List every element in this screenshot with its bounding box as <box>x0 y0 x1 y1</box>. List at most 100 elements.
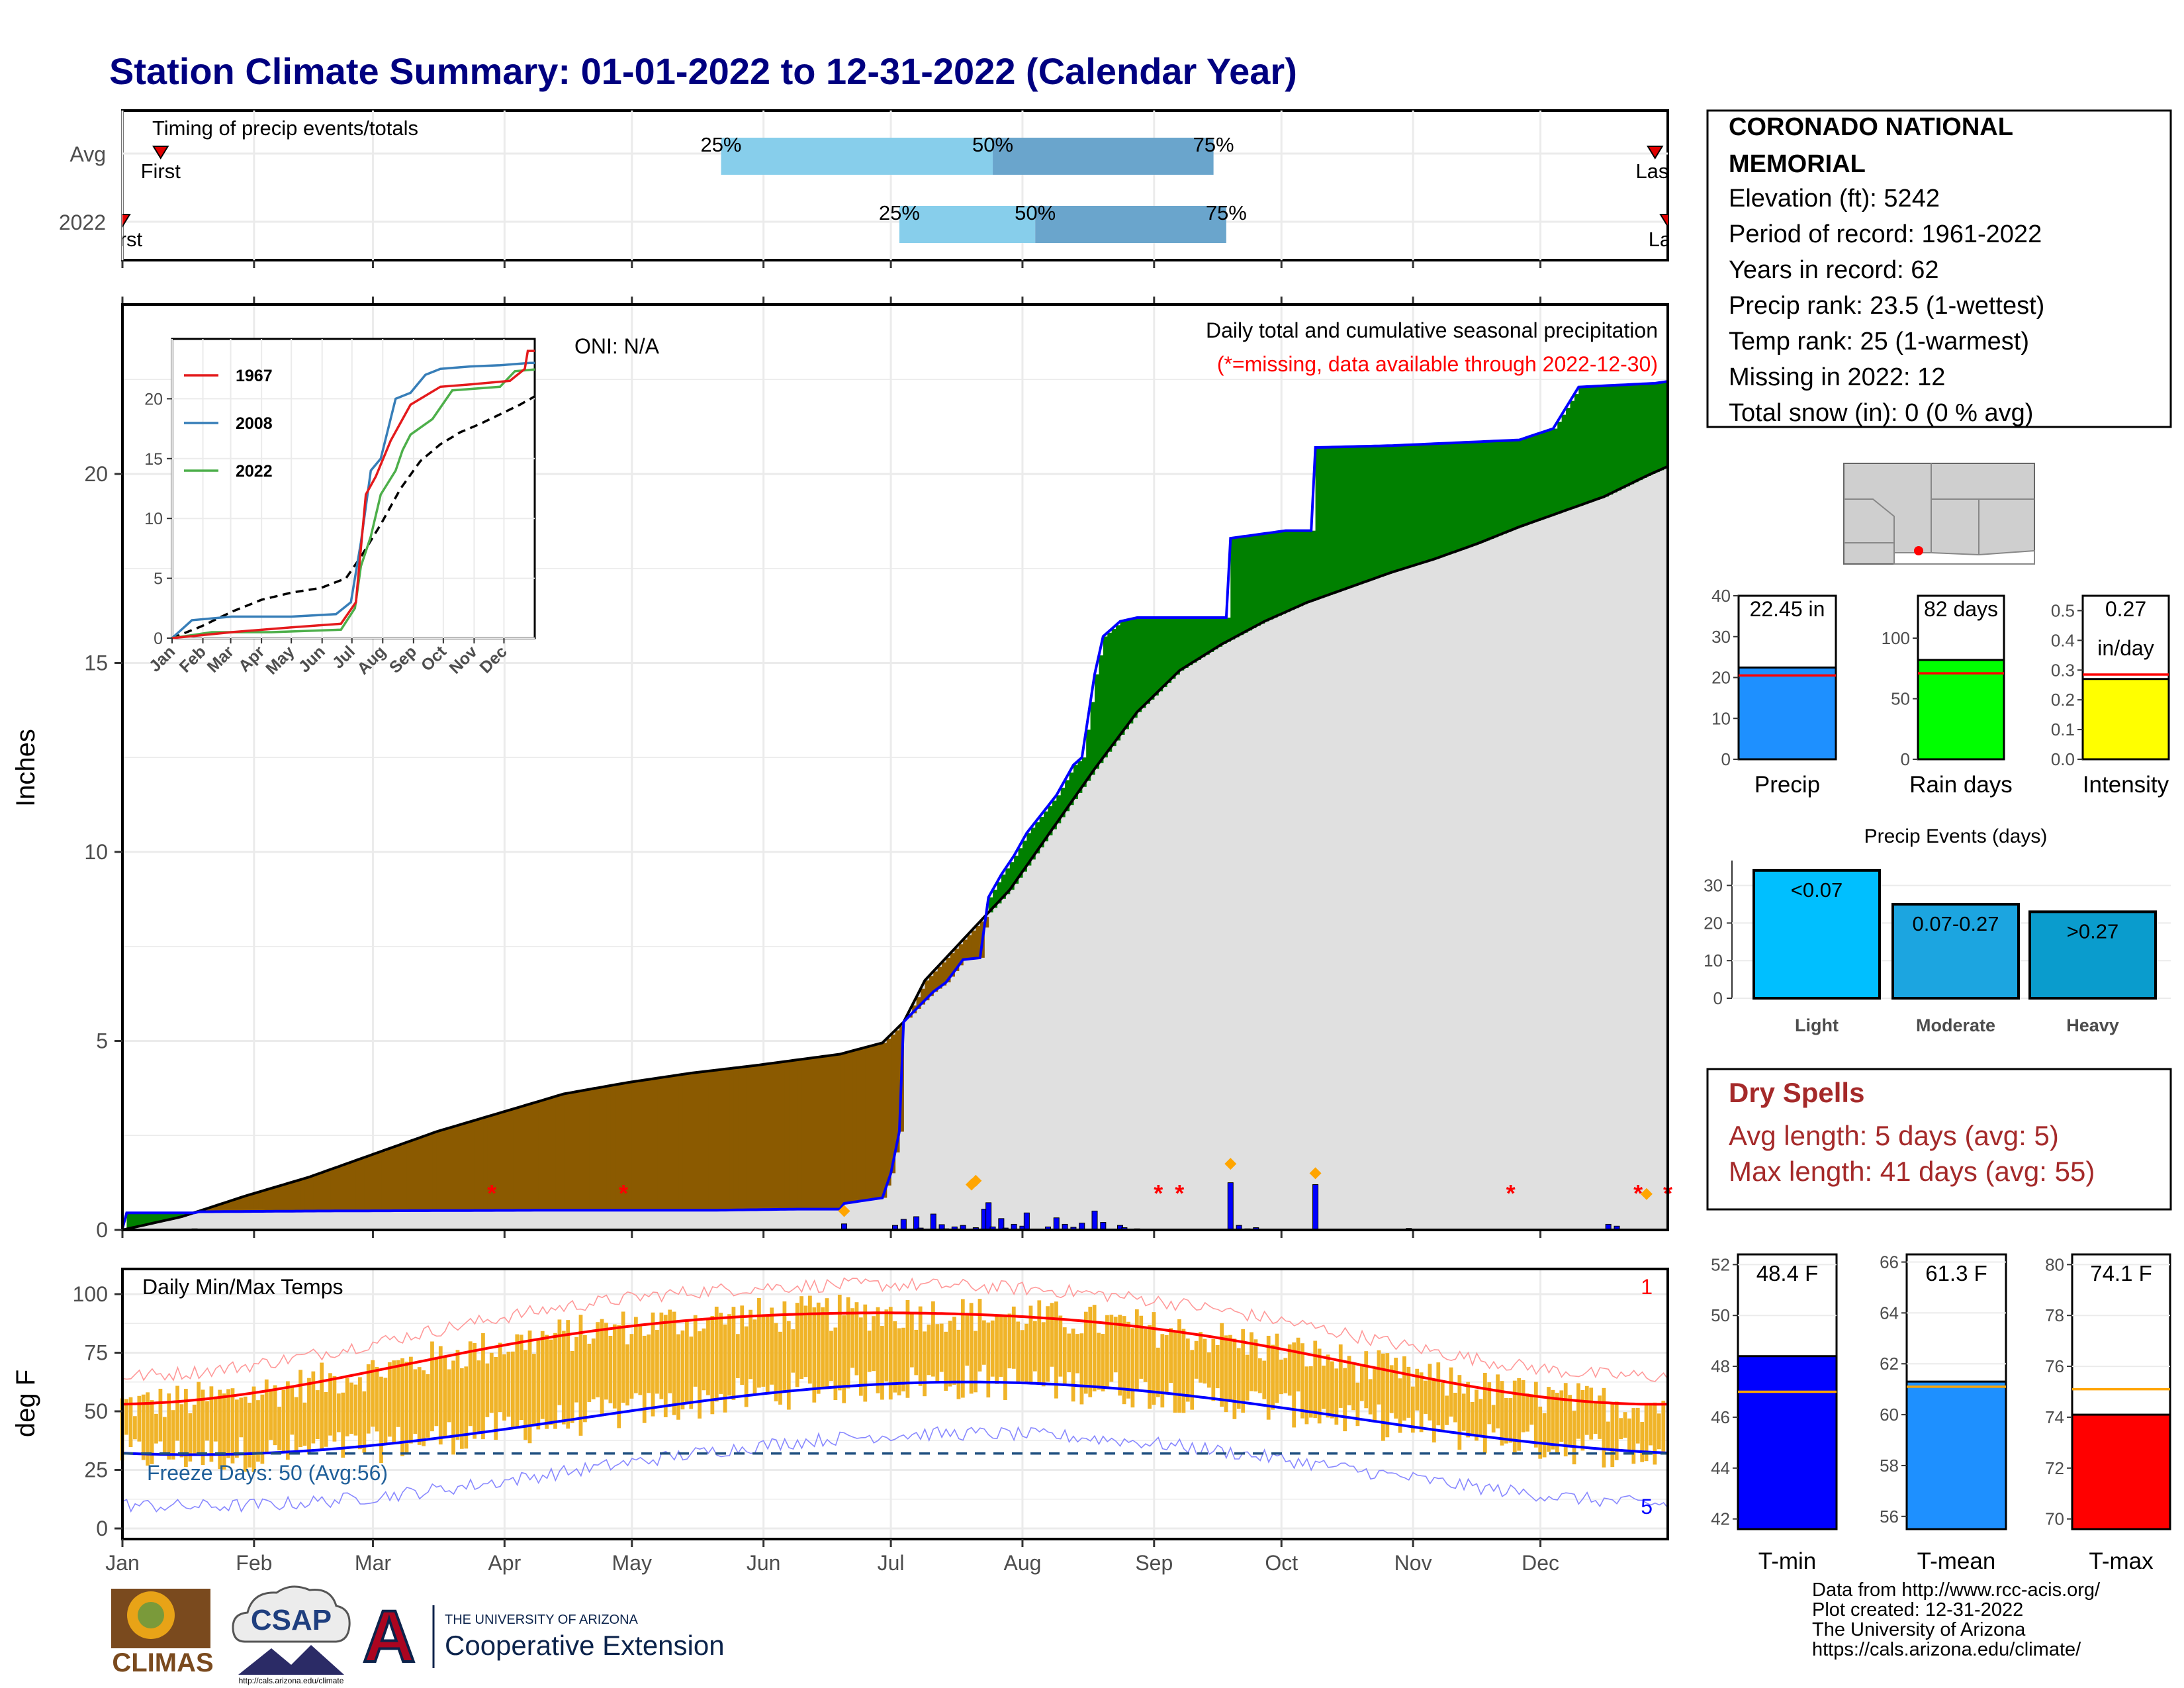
deficit-strip <box>963 939 968 960</box>
summary-bar-tick-label: 0.5 <box>2051 600 2075 620</box>
surplus-strip <box>1081 757 1087 787</box>
timing-bar-q50-q75-2022 <box>1035 206 1226 243</box>
daily-temp-bar <box>1635 1407 1640 1444</box>
deficit-strip <box>572 1092 577 1211</box>
surplus-strip <box>1434 444 1439 559</box>
inset-y-tick-label: 0 <box>154 630 163 648</box>
precip-diamond-marker <box>1309 1167 1322 1180</box>
deficit-strip <box>895 1030 900 1152</box>
precip-y-tick-label: 0 <box>96 1218 108 1242</box>
month-tick-label: Jun <box>747 1551 781 1575</box>
daily-temp-bar <box>264 1379 269 1454</box>
deficit-strip <box>521 1106 527 1211</box>
surplus-strip <box>1477 442 1482 544</box>
deficit-strip <box>598 1088 603 1211</box>
summary-bar-value-label: 0.27 <box>2105 597 2146 621</box>
temp-summary-tick-label: 48 <box>1711 1356 1730 1376</box>
summary-bar-value-label: 22.45 in <box>1750 597 1825 621</box>
daily-temp-bar <box>698 1331 702 1419</box>
freeze-days-label: Freeze Days: 50 (Avg:56) <box>147 1461 388 1485</box>
daily-temp-bar <box>1304 1366 1309 1425</box>
daily-temp-bar <box>974 1331 978 1393</box>
daily-temp-bar <box>1203 1338 1207 1383</box>
daily-temp-bar <box>311 1371 316 1444</box>
timing-last-label-avg: Last <box>1635 160 1674 183</box>
deficit-strip <box>398 1145 403 1211</box>
event-bar-light <box>1752 868 1881 1000</box>
daily-temp-bar <box>235 1399 239 1458</box>
daily-temp-bar <box>230 1388 235 1464</box>
daily-temp-bar <box>124 1399 128 1435</box>
daily-temp-bar <box>872 1316 876 1372</box>
daily-temp-bar <box>1373 1369 1377 1423</box>
daily-temp-bar <box>447 1369 451 1423</box>
station-period: Period of record: 1961-2022 <box>1729 220 2042 248</box>
timing-first-label-2022: First <box>103 228 143 251</box>
month-tick-label: Mar <box>355 1551 391 1575</box>
daily-temp-bar <box>935 1324 940 1383</box>
deficit-strip <box>500 1112 505 1211</box>
daily-temp-bar <box>400 1358 404 1456</box>
deficit-strip <box>343 1164 348 1211</box>
daily-temp-bar <box>672 1311 676 1415</box>
surplus-strip <box>1549 430 1554 516</box>
surplus-strip <box>1073 765 1078 800</box>
inset-legend-label: 1967 <box>236 367 273 385</box>
surplus-strip <box>1128 619 1134 724</box>
daily-temp-bar <box>1445 1395 1449 1425</box>
daily-temp-bar <box>965 1313 970 1366</box>
surplus-strip <box>1052 800 1057 829</box>
daily-temp-bar <box>761 1316 766 1387</box>
event-bar-moderate <box>1891 903 2020 1000</box>
deficit-strip <box>801 1059 807 1209</box>
daily-temp-bar <box>320 1362 324 1450</box>
daily-temp-bar <box>837 1294 842 1391</box>
daily-temp-bar <box>888 1307 893 1400</box>
temp-summary-fill <box>1737 1355 1838 1530</box>
surplus-strip <box>1285 530 1291 612</box>
daily-temp-bar <box>213 1396 218 1442</box>
surplus-strip <box>1264 534 1269 622</box>
precip-subtitle: Daily total and cumulative seasonal prec… <box>1206 318 1658 342</box>
temp-summary-tick-label: 78 <box>2045 1305 2064 1325</box>
record-high-count: 1 <box>1641 1275 1653 1299</box>
event-bar-range-label: 0.07-0.27 <box>1913 912 1999 935</box>
precip-ylabel: Inches <box>11 729 40 807</box>
daily-temp-bar <box>1576 1383 1580 1439</box>
temp-y-tick-label: 75 <box>84 1341 108 1365</box>
daily-temp-bar <box>778 1331 782 1405</box>
daily-temp-bar <box>324 1391 328 1447</box>
daily-temp-bar <box>684 1321 689 1403</box>
summary-bar-tick-label: 30 <box>1711 627 1731 647</box>
daily-temp-bar <box>502 1354 506 1421</box>
deficit-strip <box>424 1136 429 1211</box>
surplus-strip <box>1018 848 1023 878</box>
temp-summary-label: T-max <box>2089 1548 2154 1574</box>
deficit-strip <box>861 1048 866 1201</box>
daily-temp-bar <box>430 1341 434 1432</box>
daily-temp-bar <box>647 1334 651 1393</box>
temp-summary-tick-label: 80 <box>2045 1254 2064 1274</box>
deficit-strip <box>666 1076 671 1211</box>
daily-temp-bar <box>1241 1329 1246 1413</box>
deficit-strip <box>946 957 951 982</box>
deficit-strip <box>534 1102 539 1211</box>
summary-bar-label: Rain days <box>1909 772 2013 798</box>
deficit-strip <box>241 1197 246 1212</box>
daily-temp-bar <box>167 1393 171 1460</box>
surplus-strip <box>1086 729 1091 781</box>
surplus-strip <box>1294 530 1299 608</box>
timing-last-marker-avg <box>1646 146 1664 160</box>
timing-bar-q25-q50-2022 <box>899 206 1036 243</box>
daily-temp-bar <box>1139 1315 1144 1379</box>
timing-bar-q50-q75-avg <box>993 138 1214 175</box>
daily-temp-bar <box>150 1400 154 1464</box>
month-tick-label: Oct <box>1265 1551 1298 1575</box>
timing-q25-label-avg: 25% <box>700 133 741 156</box>
surplus-strip <box>1544 431 1549 518</box>
temp-summary-tick-label: 64 <box>1880 1303 1899 1323</box>
daily-temp-bar <box>1020 1330 1024 1382</box>
deficit-strip <box>606 1086 612 1211</box>
surplus-strip <box>177 1213 183 1218</box>
daily-temp-bar <box>226 1389 230 1458</box>
